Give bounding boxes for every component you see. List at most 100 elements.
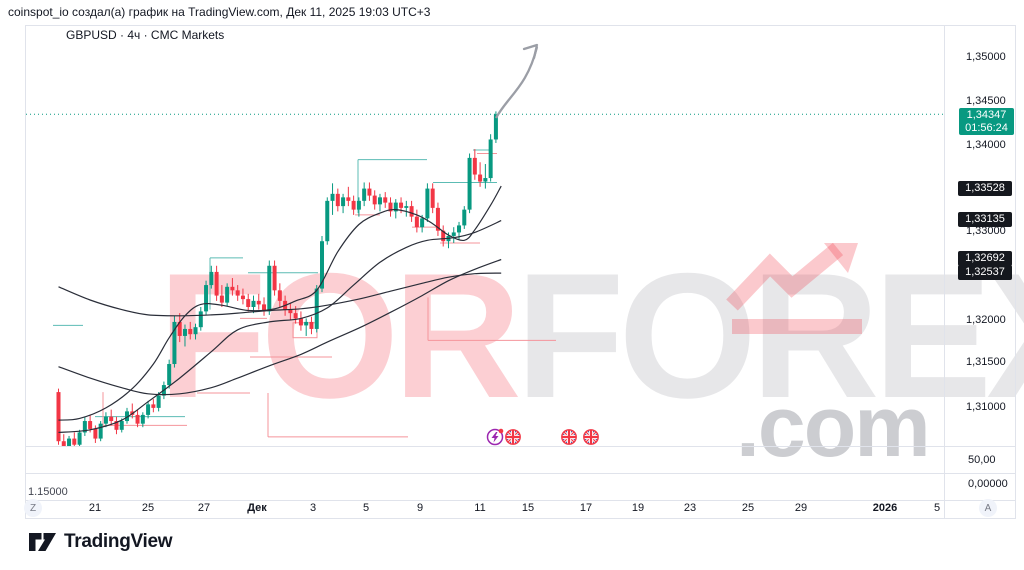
candle[interactable] [182, 324, 187, 347]
candle[interactable] [409, 200, 414, 222]
candle[interactable] [230, 278, 235, 296]
candle[interactable] [435, 202, 440, 236]
candle-body [414, 216, 419, 228]
candle-body [404, 206, 409, 208]
candle[interactable] [219, 285, 224, 308]
candle[interactable] [298, 311, 303, 331]
candle-body [204, 285, 209, 312]
pane-divider-1[interactable] [25, 446, 1015, 447]
forforex-watermark: FORFOREX [158, 243, 1024, 428]
candle[interactable] [430, 183, 435, 214]
candle[interactable] [177, 313, 182, 343]
candle[interactable] [462, 206, 467, 229]
candle[interactable] [225, 283, 230, 307]
scroll-right-button[interactable]: A [979, 499, 997, 517]
candle[interactable] [82, 416, 87, 436]
candle[interactable] [204, 280, 209, 315]
candle[interactable] [314, 285, 319, 333]
gb-flag-event-icon[interactable] [505, 429, 521, 445]
time-tick-label: 27 [197, 502, 211, 514]
candle[interactable] [335, 188, 340, 212]
candle[interactable] [377, 193, 382, 212]
candle[interactable] [425, 183, 430, 222]
candle-body [488, 139, 493, 179]
candle[interactable] [362, 182, 367, 207]
candle[interactable] [304, 318, 309, 336]
candle[interactable] [235, 285, 240, 301]
candle[interactable] [488, 134, 493, 182]
candle[interactable] [483, 164, 488, 189]
candle[interactable] [272, 260, 277, 296]
candle[interactable] [188, 321, 193, 340]
candle[interactable] [256, 293, 261, 310]
candle[interactable] [135, 409, 140, 428]
candle[interactable] [388, 197, 393, 217]
indicator-value-badge: 1,33528 [958, 181, 1012, 196]
candle[interactable] [56, 388, 61, 445]
symbol-legend[interactable]: GBPUSD · 4ч · CMC Markets [66, 28, 225, 42]
candle[interactable] [372, 190, 377, 210]
candle[interactable] [214, 265, 219, 301]
candle[interactable] [193, 323, 198, 340]
time-scale[interactable] [25, 500, 1015, 518]
candle[interactable] [98, 421, 103, 442]
candle[interactable] [367, 182, 372, 201]
moving-average-line-ma-1 [58, 185, 502, 421]
candle[interactable] [262, 297, 267, 316]
candle[interactable] [246, 293, 251, 312]
candle[interactable] [356, 197, 361, 217]
candle[interactable] [277, 283, 282, 308]
candle[interactable] [146, 400, 151, 419]
candle[interactable] [351, 195, 356, 215]
candle[interactable] [404, 200, 409, 217]
candle-body [98, 423, 103, 439]
candle[interactable] [72, 432, 77, 447]
gb-flag-event-icon[interactable] [583, 429, 599, 445]
candle[interactable] [467, 153, 472, 214]
candle[interactable] [77, 429, 82, 448]
candle[interactable] [156, 392, 161, 412]
candle[interactable] [383, 192, 388, 208]
candle[interactable] [125, 407, 130, 424]
candle[interactable] [309, 316, 314, 335]
candle[interactable] [172, 315, 177, 368]
candle[interactable] [209, 265, 214, 289]
tradingview-logo[interactable]: TradingView [28, 531, 173, 553]
pane-divider-2[interactable] [25, 473, 1015, 474]
plot-area[interactable] [26, 111, 944, 453]
gb-flag-event-icon[interactable] [561, 429, 577, 445]
candle-body [56, 392, 61, 442]
candle[interactable] [61, 434, 66, 452]
candle[interactable] [140, 412, 145, 428]
candle[interactable] [472, 149, 477, 180]
candle[interactable] [67, 435, 72, 454]
candle-body [251, 300, 256, 308]
candle[interactable] [109, 409, 114, 426]
candle[interactable] [240, 288, 245, 305]
economic-event-icon[interactable] [486, 428, 504, 446]
scroll-left-button[interactable]: Z [24, 499, 42, 517]
candle[interactable] [103, 412, 108, 428]
candle[interactable] [198, 307, 203, 331]
candle[interactable] [114, 416, 119, 435]
candle[interactable] [330, 183, 335, 215]
candle[interactable] [414, 209, 419, 233]
candle[interactable] [341, 193, 346, 214]
candle[interactable] [346, 186, 351, 207]
candle-body [399, 202, 404, 208]
projection-arrow[interactable] [494, 46, 539, 119]
watermark-forex: FOREX [515, 236, 1024, 435]
candle-body [346, 197, 351, 201]
candle[interactable] [167, 359, 172, 389]
candle[interactable] [267, 260, 272, 315]
candle[interactable] [393, 199, 398, 219]
candle[interactable] [478, 162, 483, 187]
candle[interactable] [451, 227, 456, 243]
candle[interactable] [288, 302, 293, 321]
time-tick-label: 9 [416, 502, 424, 514]
candle-body [293, 313, 298, 319]
candle[interactable] [151, 399, 156, 413]
candle[interactable] [441, 225, 446, 247]
candle[interactable] [325, 197, 330, 245]
